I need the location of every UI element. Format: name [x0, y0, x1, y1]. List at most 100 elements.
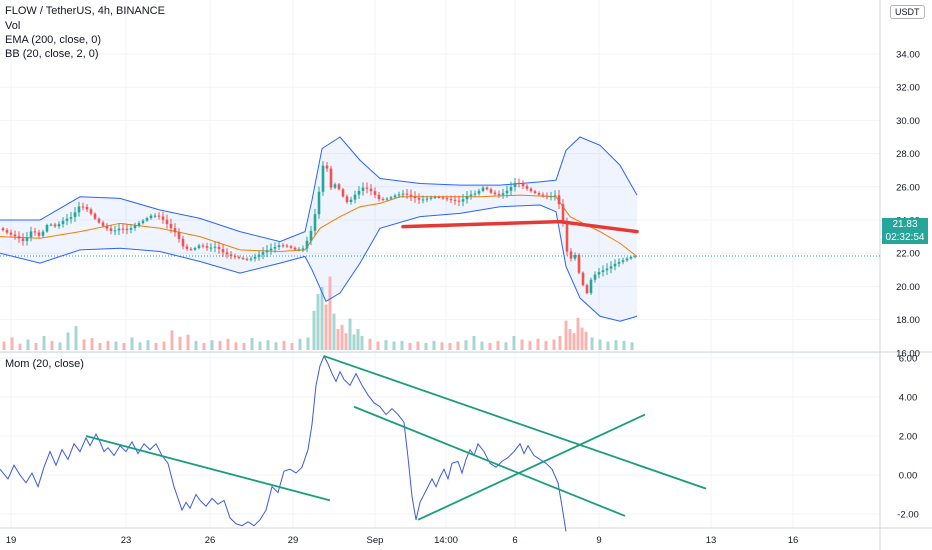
- candle-body: [217, 246, 221, 250]
- volume-bar: [564, 320, 568, 350]
- candle-body: [409, 194, 413, 197]
- volume-bar: [630, 342, 634, 350]
- candle-body: [609, 266, 613, 269]
- candle-body: [433, 196, 437, 198]
- candle-body: [417, 198, 421, 200]
- volume-bar: [58, 342, 62, 350]
- candle-body: [633, 256, 637, 258]
- volume-bar: [82, 339, 86, 350]
- price-tick-label: 30.00: [896, 116, 920, 127]
- volume-bar: [98, 343, 102, 350]
- candle-body: [169, 223, 173, 229]
- volume-bar: [392, 341, 396, 350]
- price-tick-label: 34.00: [896, 50, 920, 61]
- candle-body: [589, 279, 593, 294]
- candle-body: [329, 168, 333, 188]
- bollinger-upper-line: [0, 136, 638, 243]
- volume-bar: [432, 340, 436, 350]
- bollinger-lower-line: [0, 204, 638, 322]
- volume-bar: [536, 338, 540, 350]
- volume-bar: [614, 340, 618, 350]
- bollinger-band-fill: [0, 137, 637, 322]
- candle-body: [533, 191, 537, 194]
- volume-bar: [50, 340, 54, 350]
- volume-bar: [282, 340, 286, 350]
- candle-body: [285, 245, 289, 247]
- red-trendline[interactable]: [401, 219, 639, 234]
- candle-body: [257, 254, 261, 257]
- candle-body: [221, 249, 225, 253]
- volume-bar: [352, 334, 356, 350]
- candle-body: [69, 217, 73, 219]
- volume-bar: [544, 340, 548, 350]
- candle-body: [5, 230, 9, 233]
- candle-body: [49, 224, 53, 226]
- volume-bar: [234, 342, 238, 350]
- volume-bar: [328, 276, 332, 350]
- candle-body: [625, 258, 629, 261]
- candle-body: [241, 257, 245, 259]
- candle-body: [73, 212, 77, 218]
- candle-body: [261, 252, 265, 255]
- volume-bar: [162, 341, 166, 350]
- volume-bar: [558, 336, 562, 350]
- candle-body: [9, 232, 13, 235]
- candle-body: [445, 198, 449, 200]
- volume-bar: [226, 338, 230, 350]
- candle-body: [513, 182, 517, 188]
- candle-body: [117, 228, 121, 231]
- price-tick-label: 18.00: [896, 315, 920, 326]
- green-trendline: [323, 355, 707, 490]
- volume-bar: [606, 341, 610, 350]
- candle-body: [577, 254, 581, 273]
- volume-bar: [242, 343, 246, 350]
- volume-bar: [312, 310, 316, 350]
- candle-body: [341, 189, 345, 197]
- volume-bar: [360, 336, 364, 350]
- volume-bar: [210, 340, 214, 350]
- candle-body: [277, 245, 281, 247]
- countdown-badge: 02:32:54: [882, 231, 928, 244]
- candle-body: [41, 231, 45, 236]
- candle-body: [85, 206, 89, 210]
- candle-body: [281, 245, 285, 247]
- candle-body: [145, 218, 149, 221]
- volume-bar: [130, 337, 134, 350]
- volume-bar: [258, 341, 262, 350]
- candle-body: [313, 214, 317, 231]
- candle-body: [105, 225, 109, 229]
- volume-bar: [528, 340, 532, 350]
- candle-body: [461, 199, 465, 202]
- candle-body: [53, 224, 57, 227]
- volume-bar: [332, 313, 336, 350]
- candle-body: [157, 215, 161, 217]
- time-tick-label: 9: [596, 535, 601, 546]
- time-tick-label: 6: [512, 535, 517, 546]
- volume-bar: [10, 337, 14, 350]
- volume-bar: [2, 341, 6, 350]
- volume-bar: [154, 343, 158, 350]
- candle-body: [537, 193, 541, 195]
- volume-bar: [320, 287, 324, 350]
- volume-bar: [512, 336, 516, 350]
- candle-body: [321, 165, 325, 192]
- candle-body: [565, 222, 569, 252]
- candle-body: [457, 200, 461, 202]
- volume-bar: [368, 338, 372, 350]
- volume-bar: [138, 342, 142, 350]
- green-trendlines[interactable]: [85, 355, 707, 521]
- candle-body: [81, 206, 85, 208]
- volume-bar: [250, 338, 254, 350]
- candle-body: [345, 196, 349, 203]
- momentum-tick-label: 2.00: [899, 432, 918, 443]
- currency-selector[interactable]: USDT: [890, 5, 925, 19]
- candle-body: [477, 190, 481, 194]
- candle-body: [389, 197, 393, 199]
- volume-bar: [66, 332, 70, 350]
- candle-body: [585, 285, 589, 294]
- candle-body: [137, 223, 141, 226]
- volume-bar: [584, 331, 588, 350]
- candle-body: [377, 194, 381, 200]
